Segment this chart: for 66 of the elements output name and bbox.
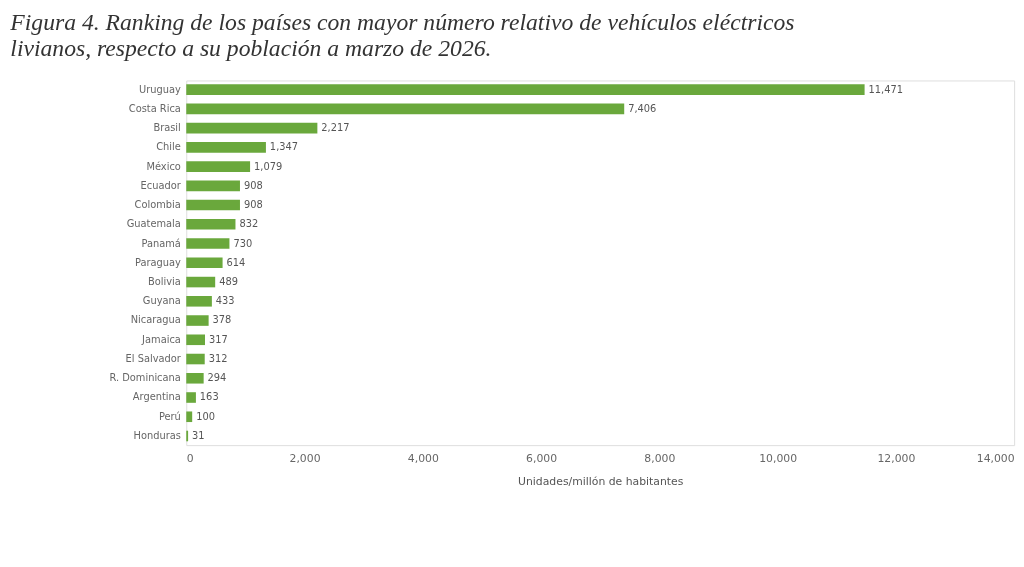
bar	[186, 219, 236, 230]
y-tick-label: Jamaica	[141, 333, 181, 345]
data-label: 7,406	[628, 102, 657, 114]
bar	[186, 315, 209, 326]
bar	[186, 103, 625, 115]
y-tick-label: Bolivia	[148, 276, 181, 288]
bar	[186, 296, 212, 307]
bar	[186, 161, 251, 172]
chart-title: Figura 4. Ranking de los países con mayor número relativo de vehículos eléctricos livianos, respecto a su población a marzo de 2026.	[9, 9, 795, 61]
bar	[186, 353, 205, 365]
data-label: 2,217	[321, 122, 350, 134]
y-tick-label: Nicaragua	[130, 314, 181, 326]
y-tick-label: Ecuador	[140, 179, 182, 191]
bar	[186, 84, 865, 95]
x-tick-label: 10,000	[759, 452, 798, 466]
bar	[186, 122, 318, 134]
x-tick-label: 12,000	[877, 452, 916, 466]
bar	[186, 276, 216, 288]
y-tick-label: Uruguay	[139, 83, 182, 95]
data-label: 317	[208, 333, 228, 345]
bar	[186, 411, 193, 423]
data-label: 433	[215, 295, 235, 307]
y-tick-label: Perú	[158, 410, 181, 422]
y-tick-label: Brasil	[153, 122, 181, 134]
y-tick-label: Colombia	[134, 199, 181, 211]
data-label: 312	[208, 352, 228, 364]
data-label: 908	[243, 199, 263, 211]
data-label: 1,347	[269, 141, 299, 153]
bar	[186, 334, 206, 346]
y-tick-label: Chile	[156, 141, 181, 153]
x-tick-label: 4,000	[407, 452, 439, 466]
x-tick-label: 0	[186, 452, 194, 466]
y-tick-label: Paraguay	[134, 256, 182, 268]
bar	[186, 372, 204, 384]
data-label: 163	[199, 391, 219, 403]
y-tick-label: El Salvador	[125, 352, 182, 364]
y-tick-label: Guyana	[142, 295, 181, 307]
x-tick-label: 14,000	[976, 452, 1015, 466]
data-label: 100	[196, 410, 215, 422]
y-tick-label: Costa Rica	[128, 102, 181, 114]
y-tick-label: Guatemala	[126, 218, 181, 230]
data-label: 11,471	[868, 83, 903, 95]
y-tick-label: México	[146, 160, 181, 172]
y-tick-label: Argentina	[132, 391, 181, 403]
y-tick-label: Honduras	[133, 429, 181, 441]
x-axis-title: Unidades/millón de habitantes	[518, 475, 684, 489]
data-label: 489	[219, 276, 238, 288]
bar	[186, 238, 230, 249]
data-label: 614	[226, 256, 246, 268]
x-tick-label: 6,000	[526, 452, 558, 466]
bar	[186, 392, 196, 403]
data-label: 1,079	[254, 160, 283, 172]
bar	[186, 142, 266, 153]
data-label: 378	[212, 314, 232, 326]
y-tick-label: R. Dominicana	[109, 372, 181, 384]
y-tick-label: Panamá	[141, 237, 181, 249]
bar	[186, 180, 240, 192]
data-label: 31	[192, 429, 205, 441]
data-label: 730	[233, 237, 253, 249]
x-tick-label: 2,000	[289, 452, 321, 466]
bar	[186, 257, 223, 269]
data-label: 294	[207, 372, 227, 384]
data-label: 832	[239, 218, 259, 230]
data-label: 908	[243, 179, 263, 191]
bar	[186, 199, 240, 211]
x-tick-label: 8,000	[644, 452, 676, 466]
